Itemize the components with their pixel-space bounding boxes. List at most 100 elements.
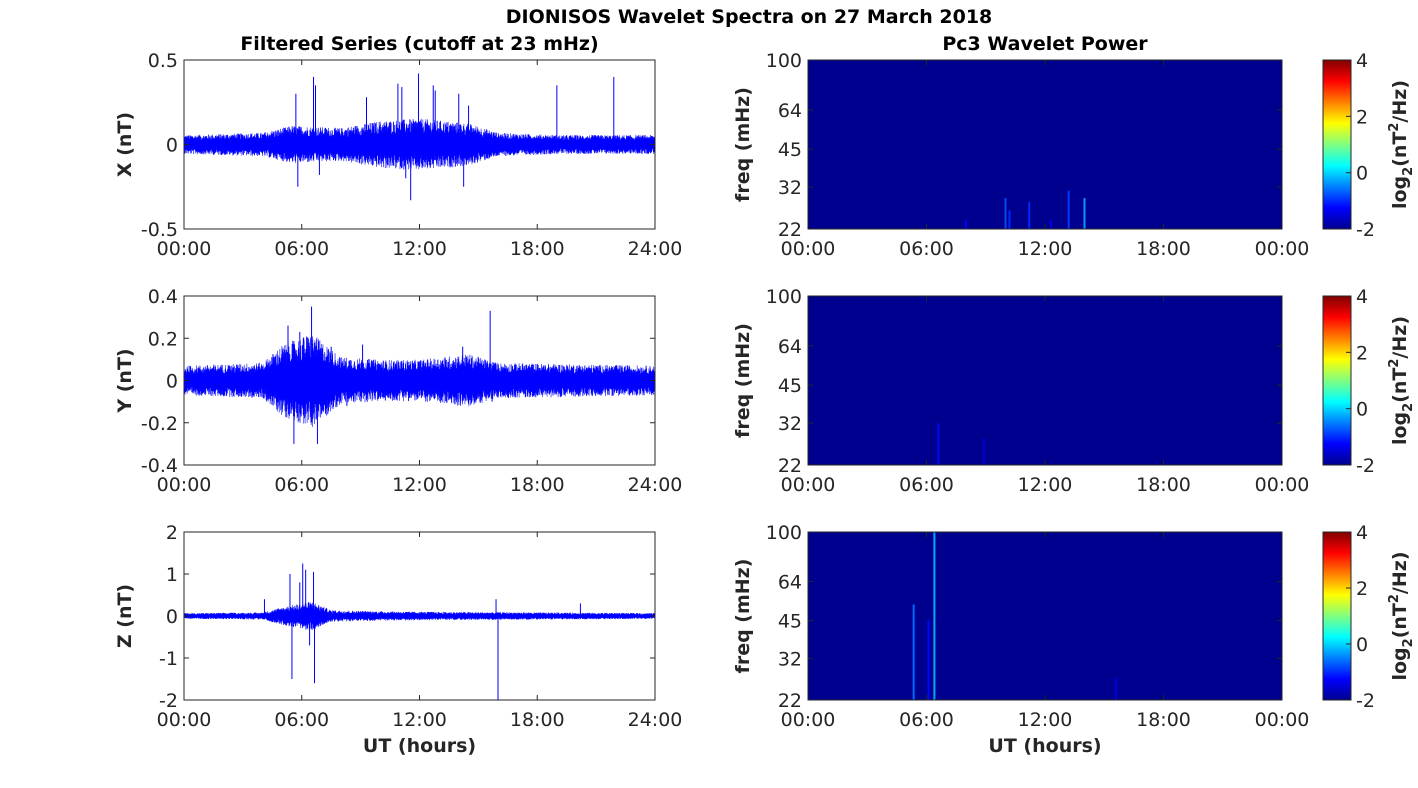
power-feature	[1115, 677, 1118, 700]
power-feature	[1008, 210, 1011, 229]
power-feature	[1083, 198, 1086, 229]
y-axis-label: freq (mHz)	[732, 323, 754, 438]
x-tick-label: 18:00	[510, 709, 565, 731]
x-axis-label: UT (hours)	[363, 735, 476, 757]
y-tick-label: -0.4	[141, 455, 178, 477]
spectrogram-area	[808, 532, 1282, 700]
x-tick-label: 12:00	[392, 709, 447, 731]
y-tick-label: 45	[778, 375, 802, 397]
colorbar-tick-label: -2	[1356, 219, 1375, 241]
x-tick-label: 00:00	[1255, 709, 1310, 731]
y-tick-label: 64	[778, 572, 802, 594]
y-tick-label: -2	[159, 690, 178, 712]
spectrogram-area	[808, 60, 1282, 229]
x-tick-label: 06:00	[274, 474, 329, 496]
x-tick-label: 18:00	[510, 474, 565, 496]
y-axis-label: X (nT)	[114, 112, 136, 177]
y-tick-label: 1	[166, 564, 178, 586]
colorbar-label: log2(nT2/Hz)	[1387, 80, 1416, 209]
x-tick-label: 00:00	[781, 474, 836, 496]
x-tick-label: 06:00	[899, 238, 954, 260]
x-tick-label: 00:00	[781, 709, 836, 731]
x-tick-label: 00:00	[157, 709, 212, 731]
colorbar-label: log2(nT2/Hz)	[1387, 316, 1416, 445]
y-tick-label: 100	[766, 286, 802, 308]
filtered-x-panel: 00:00 06:00 12:00 18:00 24:00 -0.5 0 0.5 X (nT) F…	[114, 33, 682, 260]
y-tick-label: 45	[778, 611, 802, 633]
figure-title: DIONISOS Wavelet Spectra on 27 March 201…	[506, 6, 993, 28]
filtered-y-panel: 00:00 06:00 12:00 18:00 24:00 -0.4 -0.2 0 0.2 0.4…	[114, 286, 682, 496]
y-tick-label: 22	[778, 455, 802, 477]
power-feature	[1004, 198, 1007, 229]
x-tick-label: 06:00	[899, 474, 954, 496]
x-axis-label: UT (hours)	[988, 735, 1101, 757]
colorbar-label: log2(nT2/Hz)	[1387, 551, 1416, 680]
power-feature	[1067, 190, 1070, 229]
x-tick-label: 12:00	[392, 238, 447, 260]
noise-trace	[183, 336, 656, 427]
y-tick-label: 0.4	[148, 286, 178, 308]
power-feature	[965, 219, 967, 229]
power-feature	[982, 438, 985, 465]
y-axis-label: Z (nT)	[114, 584, 136, 648]
y-tick-label: 64	[778, 100, 802, 122]
y-axis-label: freq (mHz)	[732, 559, 754, 674]
filtered-z-panel: 00:00 06:00 12:00 18:00 24:00 -2 -1 0 1 2 Z (nT) UT…	[114, 522, 682, 757]
y-tick-label: 0	[166, 371, 178, 393]
x-tick-label: 18:00	[1136, 238, 1191, 260]
colorbar-tick-label: 0	[1356, 163, 1368, 185]
noise-trace	[183, 602, 656, 631]
x-tick-label: 06:00	[274, 238, 329, 260]
colorbar-tick-label: 4	[1356, 50, 1368, 72]
power-feature	[927, 620, 930, 700]
y-tick-label: 32	[778, 177, 802, 199]
x-tick-label: 00:00	[157, 474, 212, 496]
y-tick-label: 2	[166, 522, 178, 544]
wavelet-z-panel: 00:00 06:00 12:00 18:00 00:0022324564100freq…	[732, 522, 1416, 757]
colorbar-tick-label: 4	[1356, 522, 1368, 544]
power-feature	[1049, 219, 1052, 229]
x-tick-label: 12:00	[1018, 709, 1073, 731]
colorbar-gradient	[1322, 59, 1352, 230]
colorbar-tick-label: 2	[1356, 106, 1368, 128]
x-tick-label: 24:00	[628, 238, 683, 260]
x-tick-label: 00:00	[1255, 474, 1310, 496]
colorbar: -2 0 2 4 log2(nT2/Hz)	[1322, 50, 1416, 241]
y-tick-label: 0.2	[148, 328, 178, 350]
x-tick-label: 24:00	[628, 709, 683, 731]
x-tick-label: 18:00	[510, 238, 565, 260]
x-tick-label: 24:00	[628, 474, 683, 496]
x-tick-label: 00:00	[157, 238, 212, 260]
y-axis-label: freq (mHz)	[732, 87, 754, 202]
noise-trace	[183, 118, 656, 170]
x-tick-label: 00:00	[781, 238, 836, 260]
y-tick-label: 64	[778, 336, 802, 358]
y-tick-label: -1	[159, 648, 178, 670]
colorbar-gradient	[1322, 531, 1352, 701]
colorbar-tick-label: -2	[1356, 455, 1375, 477]
x-tick-label: 12:00	[392, 474, 447, 496]
y-tick-label: 0	[166, 606, 178, 628]
power-feature	[933, 532, 936, 700]
x-tick-label: 12:00	[1018, 238, 1073, 260]
x-tick-label: 06:00	[899, 709, 954, 731]
y-tick-label: 100	[766, 522, 802, 544]
colorbar-tick-label: 0	[1356, 634, 1368, 656]
y-tick-label: 22	[778, 219, 802, 241]
colorbar-gradient	[1322, 295, 1352, 466]
y-tick-label: 32	[778, 413, 802, 435]
colorbar-tick-label: 4	[1356, 286, 1368, 308]
y-tick-label: -0.2	[141, 413, 178, 435]
y-tick-label: 0.5	[148, 50, 178, 72]
power-feature	[912, 604, 915, 700]
panel-title: Filtered Series (cutoff at 23 mHz)	[240, 33, 598, 55]
colorbar-tick-label: 2	[1356, 342, 1368, 364]
panel-title: Pc3 Wavelet Power	[942, 33, 1148, 55]
y-tick-label: 45	[778, 139, 802, 161]
colorbar: -2 0 2 4 log2(nT2/Hz)	[1322, 286, 1416, 477]
y-tick-label: 100	[766, 50, 802, 72]
colorbar-tick-label: 0	[1356, 399, 1368, 421]
colorbar-tick-label: 2	[1356, 578, 1368, 600]
x-tick-label: 18:00	[1136, 709, 1191, 731]
x-tick-label: 18:00	[1136, 474, 1191, 496]
